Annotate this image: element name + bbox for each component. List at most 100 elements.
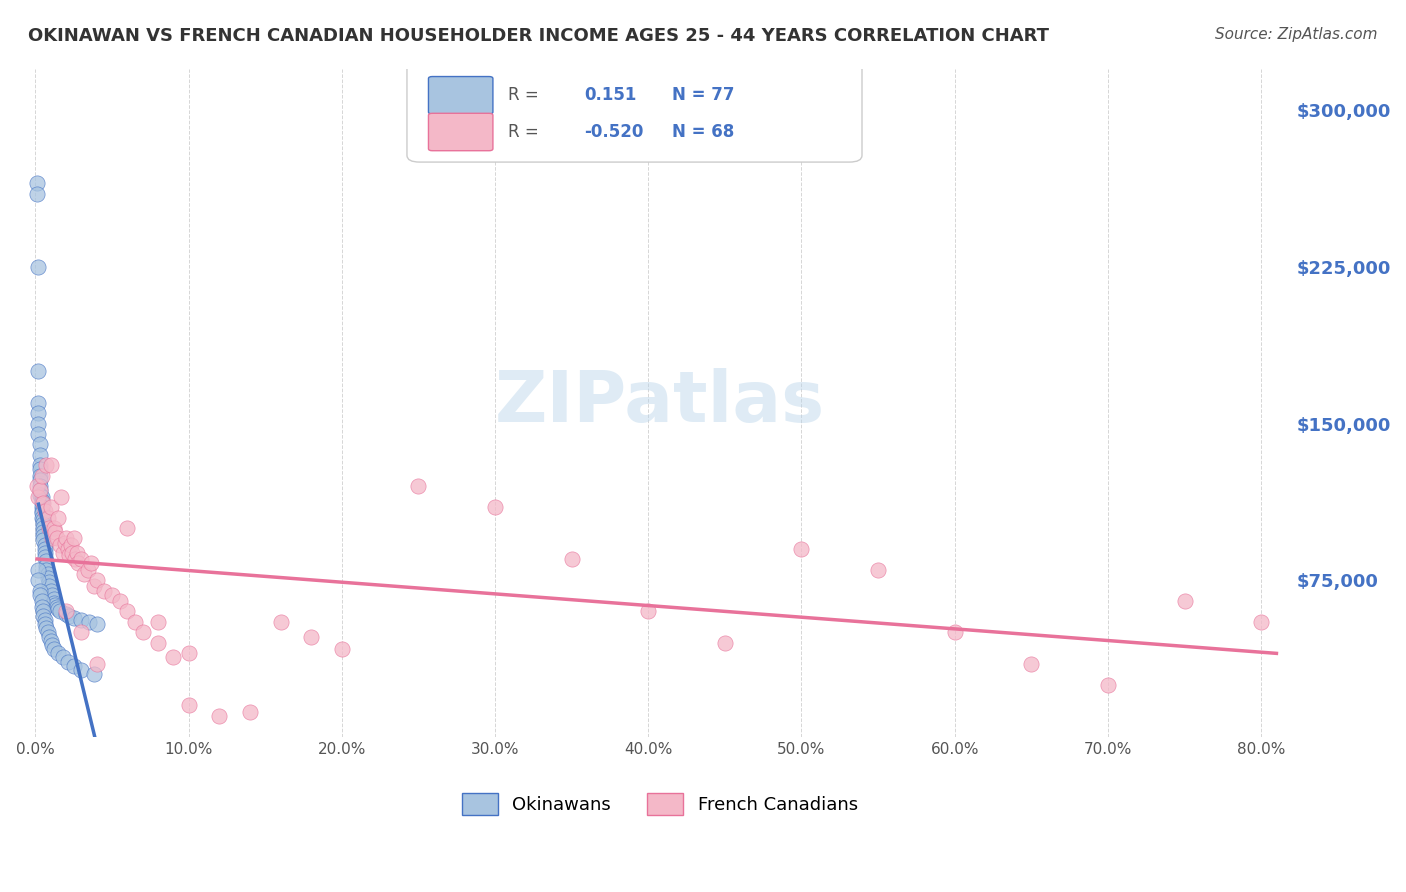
Point [28,483,51,498]
Point [66,546,89,560]
Point [34,546,56,560]
Point [83,579,105,593]
Point [35,558,58,573]
Point [28,458,51,473]
Point [34,538,56,552]
Point [637,605,659,619]
Point [39,633,62,648]
Point [58,548,80,562]
Point [51,490,73,504]
Point [27,260,49,274]
Point [27,395,49,409]
Text: Source: ZipAtlas.com: Source: ZipAtlas.com [1215,27,1378,42]
Point [49,538,72,552]
Legend: Okinawans, French Canadians: Okinawans, French Canadians [454,786,865,822]
Point [330,642,353,657]
Point [42,642,65,657]
Point [28,583,51,598]
Point [561,552,583,566]
Point [35,554,58,568]
Point [27,573,49,587]
Point [37,566,59,581]
Point [34,617,56,632]
Point [34,613,56,627]
Point [27,406,49,420]
Point [34,550,56,565]
Point [55,605,77,619]
Point [73,566,96,581]
Point [56,655,79,669]
Point [42,591,65,606]
Point [56,541,79,556]
Point [39,583,62,598]
Point [45,532,67,546]
Point [146,636,169,650]
Point [52,650,75,665]
Point [62,658,84,673]
Point [28,483,51,498]
Point [714,636,737,650]
Point [48,602,70,616]
Text: OKINAWAN VS FRENCH CANADIAN HOUSEHOLDER INCOME AGES 25 - 44 YEARS CORRELATION CH: OKINAWAN VS FRENCH CANADIAN HOUSEHOLDER … [28,27,1049,45]
Text: -0.520: -0.520 [583,123,644,141]
Point [1097,677,1119,691]
Point [131,625,153,640]
Point [28,462,51,476]
Point [25,479,48,493]
Point [76,563,98,577]
Point [790,541,813,556]
Point [53,535,76,549]
Point [65,552,87,566]
Point [32,512,55,526]
Point [177,646,200,660]
Point [239,705,262,719]
Point [28,473,51,487]
Point [60,546,83,560]
Point [31,490,53,504]
Point [39,500,62,514]
Text: N = 68: N = 68 [672,123,735,141]
Point [208,709,231,723]
Point [31,594,53,608]
Point [35,458,58,473]
Point [48,510,70,524]
Text: R =: R = [508,87,538,104]
Point [868,563,890,577]
Point [55,607,77,621]
Point [55,532,77,546]
Point [41,638,63,652]
Point [44,525,66,540]
Point [28,448,51,462]
Point [299,630,322,644]
Point [117,605,139,619]
FancyBboxPatch shape [429,77,494,114]
Point [42,521,65,535]
Point [31,600,53,615]
Point [86,573,108,587]
Point [25,186,48,201]
Point [48,646,70,660]
Point [59,538,82,552]
Point [58,608,80,623]
Text: 0.151: 0.151 [583,87,637,104]
Point [28,487,51,501]
Point [37,571,59,585]
Point [32,525,55,540]
Point [62,532,84,546]
Point [93,583,115,598]
Point [124,615,146,629]
Point [42,596,65,610]
Point [27,417,49,431]
Point [28,588,51,602]
Text: N = 77: N = 77 [672,87,735,104]
Point [28,468,51,483]
Point [70,663,93,677]
Point [86,657,108,671]
Point [108,594,131,608]
Point [270,615,292,629]
Point [1021,657,1043,671]
Point [25,177,48,191]
Point [41,532,63,546]
Text: ZIPatlas: ZIPatlas [495,368,825,437]
Point [408,479,430,493]
